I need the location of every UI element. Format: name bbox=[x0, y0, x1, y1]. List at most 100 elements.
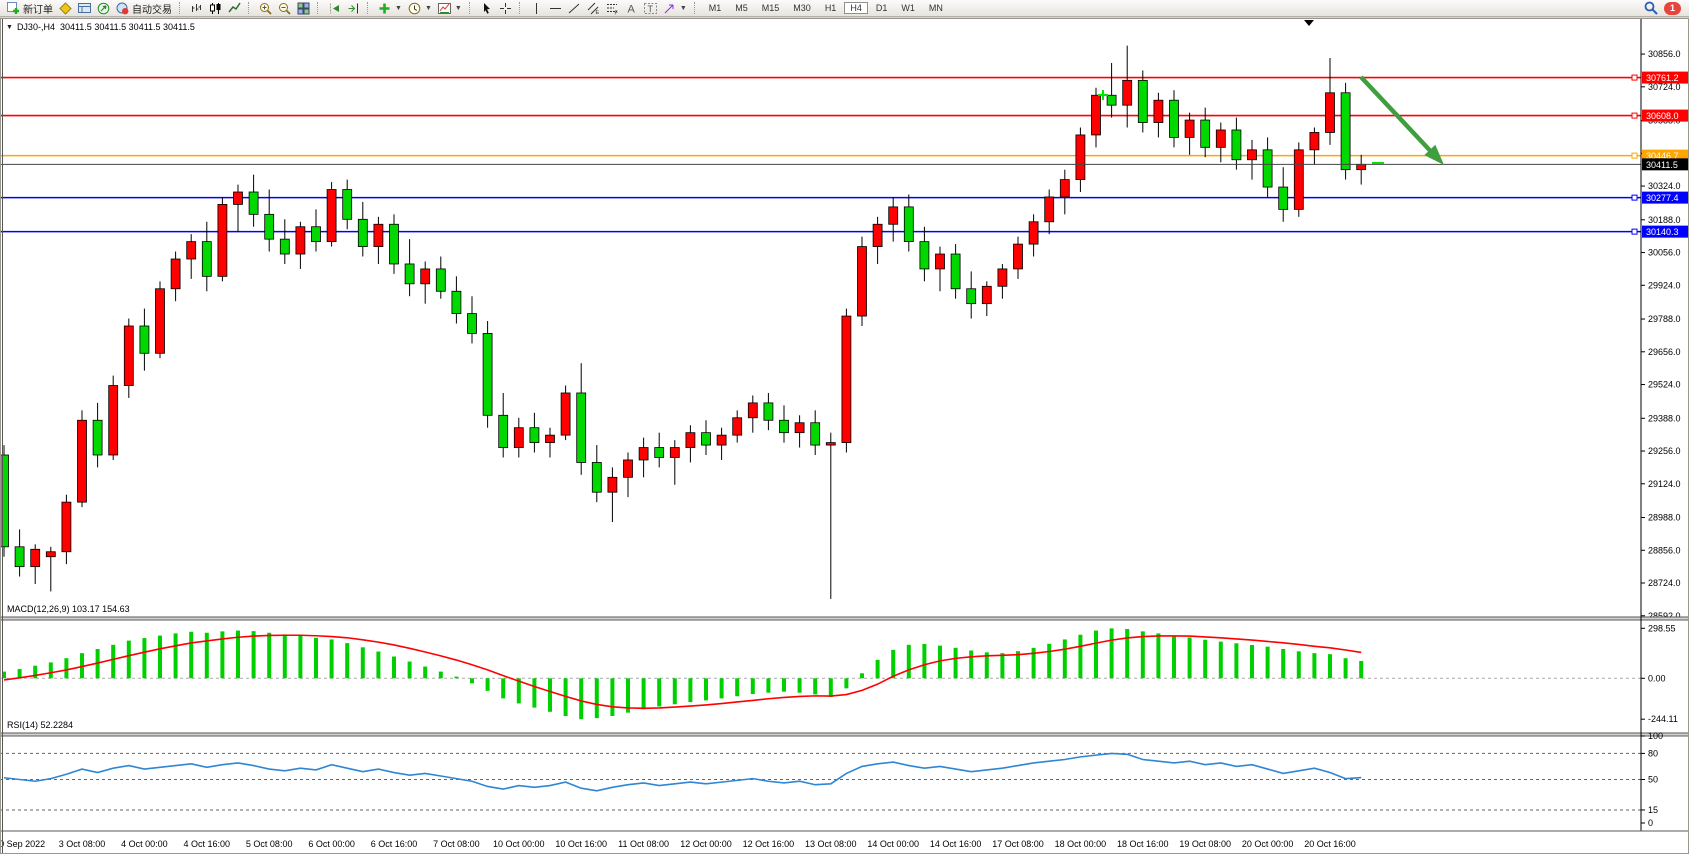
new-order-button[interactable]: 新订单 bbox=[4, 1, 56, 16]
candle bbox=[1044, 189, 1055, 235]
time-axis-label: 6 Oct 16:00 bbox=[371, 839, 418, 849]
zoom-out-button[interactable] bbox=[275, 1, 294, 16]
candle bbox=[186, 234, 197, 279]
chart-shift-button[interactable] bbox=[344, 1, 363, 16]
crosshair-tool-button[interactable] bbox=[496, 1, 515, 16]
time-axis-label: 18 Oct 00:00 bbox=[1055, 839, 1107, 849]
timeframe-button-mn[interactable]: MN bbox=[928, 2, 943, 13]
candle bbox=[513, 417, 524, 458]
candlestick-type-button[interactable] bbox=[206, 1, 225, 16]
candle bbox=[966, 271, 977, 319]
candle bbox=[1184, 112, 1195, 155]
zoom-out-icon bbox=[279, 2, 291, 15]
timeframe-button-h4[interactable]: H4 bbox=[844, 1, 868, 14]
candle bbox=[155, 281, 165, 359]
macd-name: MACD(12,26,9) bbox=[7, 604, 70, 614]
macd-indicator-label: MACD(12,26,9) 103.17 154.63 bbox=[7, 604, 130, 614]
data-window-button[interactable] bbox=[75, 1, 94, 16]
time-axis-label: 14 Oct 00:00 bbox=[867, 839, 919, 849]
timeframe-toolbar: M1 M5 M15 M30 H1 H4 D1 W1 MN bbox=[702, 1, 950, 15]
candle bbox=[404, 239, 415, 297]
timeframe-button-d1[interactable]: D1 bbox=[875, 2, 888, 13]
price-tick-label: 29656.0 bbox=[1648, 347, 1681, 357]
candle bbox=[716, 427, 727, 460]
notification-badge[interactable]: 1 bbox=[1664, 1, 1681, 15]
candle bbox=[1153, 92, 1164, 138]
autotrading-button[interactable]: 自动交易 bbox=[113, 1, 175, 16]
macd-values: 103.17 154.63 bbox=[72, 604, 130, 614]
horizontal-line-tool-button[interactable] bbox=[546, 1, 565, 16]
candle bbox=[1262, 137, 1273, 197]
price-tick-label: 29788.0 bbox=[1648, 314, 1681, 324]
price-line-badge-label: 30411.5 bbox=[1646, 160, 1678, 170]
line-anchor-square[interactable] bbox=[1631, 112, 1638, 119]
chart-canvas[interactable]: 30856.030724.030588.030456.030324.030188… bbox=[0, 18, 1689, 854]
fibonacci-tool-button[interactable]: F bbox=[603, 1, 622, 16]
toolbar: 新订单 自动交易 bbox=[0, 0, 1689, 17]
templates-button[interactable]: ▼ bbox=[435, 1, 465, 16]
panel-divider[interactable] bbox=[0, 733, 1689, 736]
tile-windows-button[interactable] bbox=[294, 1, 313, 16]
market-watch-icon bbox=[59, 1, 72, 15]
arrows-tool-button[interactable]: ▼ bbox=[660, 1, 690, 16]
line-anchor-square[interactable] bbox=[1631, 194, 1638, 201]
navigator-button[interactable] bbox=[94, 1, 113, 16]
auto-scroll-button[interactable] bbox=[325, 1, 344, 16]
candle bbox=[139, 308, 150, 371]
candle bbox=[903, 194, 914, 252]
channel-tool-button[interactable]: E bbox=[584, 1, 603, 16]
price-tick-label: 29256.0 bbox=[1648, 446, 1681, 456]
trend-arrow[interactable] bbox=[1359, 75, 1440, 161]
auto-scroll-icon bbox=[330, 3, 339, 13]
timeframe-button-m5[interactable]: M5 bbox=[735, 2, 748, 13]
text-label-icon: T bbox=[643, 2, 657, 14]
indicators-button[interactable]: ▼ bbox=[375, 1, 405, 16]
candle bbox=[841, 308, 852, 453]
templates-icon bbox=[437, 2, 451, 14]
candle bbox=[607, 467, 618, 522]
price-tick-label: 28724.0 bbox=[1648, 578, 1681, 588]
candle bbox=[170, 251, 181, 302]
timeframe-button-m1[interactable]: M1 bbox=[708, 2, 722, 13]
timeframe-button-m30[interactable]: M30 bbox=[793, 2, 811, 13]
cursor-tool-button[interactable] bbox=[477, 1, 496, 16]
text-label-tool-button[interactable]: T bbox=[641, 1, 660, 16]
panel-divider[interactable] bbox=[0, 617, 1689, 620]
svg-text:E: E bbox=[595, 10, 599, 15]
chart-expand-icon[interactable]: ▼ bbox=[6, 24, 13, 31]
trendline-tool-button[interactable] bbox=[565, 1, 584, 16]
candle bbox=[669, 440, 680, 485]
zoom-in-button[interactable] bbox=[256, 1, 275, 16]
time-axis-label: 4 Oct 16:00 bbox=[184, 839, 231, 849]
chart-shift-marker[interactable] bbox=[1304, 20, 1314, 26]
svg-text:T: T bbox=[647, 4, 653, 14]
candle bbox=[888, 196, 899, 242]
price-tick-label: 28856.0 bbox=[1648, 545, 1681, 555]
line-anchor-square[interactable] bbox=[1631, 74, 1638, 81]
vertical-line-tool-button[interactable] bbox=[527, 1, 546, 16]
candle bbox=[45, 546, 56, 592]
text-tool-button[interactable]: A bbox=[622, 1, 641, 16]
periods-button[interactable]: ▼ bbox=[405, 1, 435, 16]
rsi-line bbox=[3, 752, 1362, 792]
price-tick-label: 30188.0 bbox=[1648, 215, 1681, 225]
line-anchor-square[interactable] bbox=[1631, 152, 1638, 159]
cursor-icon bbox=[483, 2, 490, 14]
timeframe-button-m15[interactable]: M15 bbox=[761, 2, 780, 13]
candle bbox=[1293, 142, 1304, 217]
candle bbox=[123, 318, 134, 398]
bar-chart-type-button[interactable] bbox=[187, 1, 206, 16]
timeframe-button-h1[interactable]: H1 bbox=[824, 2, 837, 13]
candle bbox=[701, 420, 711, 455]
search-icon[interactable] bbox=[1644, 1, 1658, 15]
candle bbox=[467, 296, 477, 344]
chevron-down-icon: ▼ bbox=[395, 4, 402, 12]
line-anchor-square[interactable] bbox=[1631, 228, 1638, 235]
macd-signal-line bbox=[3, 634, 1362, 710]
market-watch-button[interactable] bbox=[56, 1, 75, 16]
timeframe-button-w1[interactable]: W1 bbox=[901, 2, 915, 13]
line-chart-type-button[interactable] bbox=[225, 1, 244, 16]
candle bbox=[935, 246, 945, 292]
autotrading-icon bbox=[116, 2, 129, 14]
cross-marker[interactable] bbox=[1098, 90, 1108, 100]
